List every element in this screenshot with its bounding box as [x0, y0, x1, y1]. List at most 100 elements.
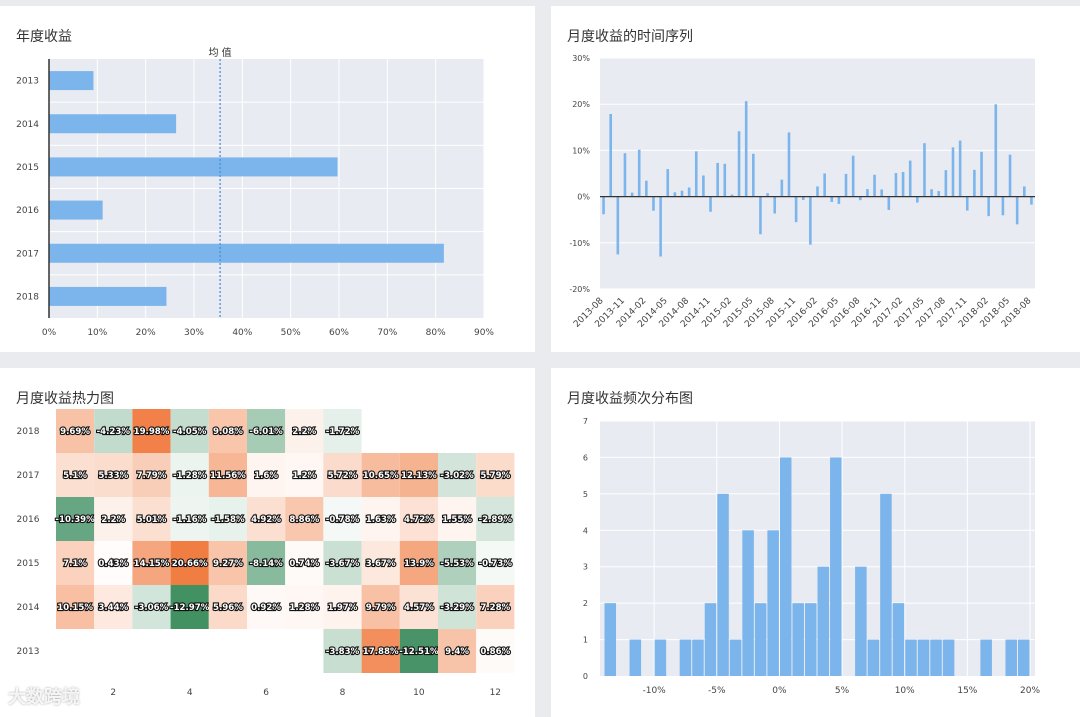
bar: [873, 174, 876, 197]
heatmap-cell-label: 19.98%: [134, 427, 170, 437]
heatmap-cell-label: -12.51%: [399, 647, 439, 657]
heatmap-cell: [132, 409, 171, 453]
bar: [716, 162, 719, 197]
heatmap-cell-label: 1.28%: [289, 603, 319, 613]
heatmap-cell: [476, 541, 515, 585]
histogram-bar: [654, 639, 667, 676]
bar: [694, 151, 698, 197]
heatmap-cell: [323, 541, 362, 585]
bar: [702, 175, 705, 197]
heatmap-cell-label: 13.9%: [404, 559, 434, 569]
bar: [980, 151, 983, 197]
heatmap-cell-label: 12.13%: [401, 471, 437, 481]
bar: [687, 187, 691, 197]
y-tick-label: 2014: [16, 120, 39, 130]
x-tick-label: 50%: [281, 328, 301, 338]
y-tick-label: 2015: [17, 559, 40, 569]
bar: [673, 192, 677, 197]
heatmap-cell-label: 4.57%: [404, 603, 434, 613]
bar: [1001, 196, 1005, 216]
heatmap-cell-label: -3.83%: [326, 647, 360, 657]
heatmap-cell: [208, 497, 247, 541]
x-tick-label: 90%: [474, 328, 494, 338]
bar: [752, 153, 755, 197]
y-tick-label: 20%: [572, 100, 590, 109]
y-tick-label: 2018: [16, 292, 39, 302]
heatmap-cell-label: 9.4%: [445, 647, 469, 657]
bar: [987, 196, 990, 217]
histogram-bar: [892, 603, 905, 676]
bar: [659, 196, 662, 257]
monthly-series-chart: -20%-10%0%10%20%30%2013-082013-112014-02…: [569, 54, 1035, 330]
bar: [816, 186, 819, 197]
heatmap-cell: [94, 453, 133, 497]
heatmap-cell-label: -12.97%: [170, 603, 210, 613]
y-tick-label: 10%: [572, 146, 590, 155]
heatmap-cell: [399, 541, 438, 585]
heatmap-cell-label: -1.28%: [173, 471, 207, 481]
bar: [666, 169, 670, 197]
heatmap-cell-label: -1.72%: [326, 427, 360, 437]
heatmap-cell-label: 20.66%: [172, 559, 208, 569]
histogram-bar: [855, 566, 867, 676]
heatmap-cell: [438, 585, 477, 629]
heatmap-cell-label: 2.2%: [101, 515, 125, 525]
heatmap-cell-label: 0.74%: [289, 559, 319, 569]
heatmap-cell: [361, 629, 400, 673]
histogram-bar: [754, 603, 767, 676]
bar: [759, 196, 762, 235]
x-tick-label: -5%: [708, 686, 726, 696]
y-tick-label: 4: [583, 526, 588, 535]
histogram-bar: [804, 603, 817, 676]
bar: [951, 147, 955, 197]
bar-2016: [49, 200, 103, 220]
x-tick-label: 6: [263, 688, 269, 698]
x-tick-label: 20%: [1020, 686, 1040, 696]
y-tick-label: 2014: [17, 603, 40, 613]
bar: [916, 196, 919, 203]
heatmap-cell-label: 4.92%: [251, 515, 281, 525]
y-tick-label: 2016: [17, 515, 40, 525]
bar: [630, 192, 634, 197]
heatmap-cell: [208, 585, 247, 629]
x-tick-label: 20%: [136, 328, 156, 338]
bar: [680, 190, 684, 197]
heatmap-cell: [170, 453, 209, 497]
x-tick-label: 30%: [184, 328, 204, 338]
heatmap-cell: [323, 497, 362, 541]
bar: [887, 196, 891, 210]
bar: [923, 143, 926, 197]
histogram-bar: [942, 639, 955, 676]
heatmap-cell-label: 9.69%: [60, 427, 90, 437]
x-tick-label: 10%: [87, 328, 107, 338]
bar: [958, 140, 962, 197]
histogram-bar: [880, 493, 892, 676]
y-tick-label: 2: [583, 599, 588, 608]
heatmap-cell: [438, 453, 477, 497]
heatmap-cell: [285, 497, 324, 541]
heatmap-cell: [132, 453, 171, 497]
heatmap-cell-label: 5.33%: [98, 471, 128, 481]
bar: [908, 160, 912, 197]
heatmap-cell-label: 3.67%: [366, 559, 396, 569]
histogram-bar: [980, 639, 992, 676]
heatmap-cell-label: 7.28%: [480, 603, 510, 613]
heatmap-cell-label: -0.73%: [479, 559, 513, 569]
heatmap-cell-label: 5.79%: [480, 471, 510, 481]
histogram-bar: [917, 639, 930, 676]
annual-returns-title: 年度收益: [16, 29, 72, 45]
heatmap-cell: [323, 585, 362, 629]
heatmap-cell-label: -3.29%: [440, 603, 474, 613]
bar: [809, 196, 812, 245]
bar-2018: [49, 286, 167, 306]
return-histogram-title: 月度收益频次分布图: [567, 391, 693, 407]
bar: [744, 101, 748, 197]
bar: [880, 189, 883, 197]
heatmap-cell: [476, 497, 515, 541]
heatmap-cell: [323, 629, 362, 673]
histogram-bar: [717, 493, 729, 676]
x-tick-label: 15%: [957, 686, 977, 696]
x-tick-label: 8: [340, 688, 346, 698]
heatmap-cell-label: -4.05%: [173, 427, 207, 437]
heatmap-cell: [476, 453, 515, 497]
